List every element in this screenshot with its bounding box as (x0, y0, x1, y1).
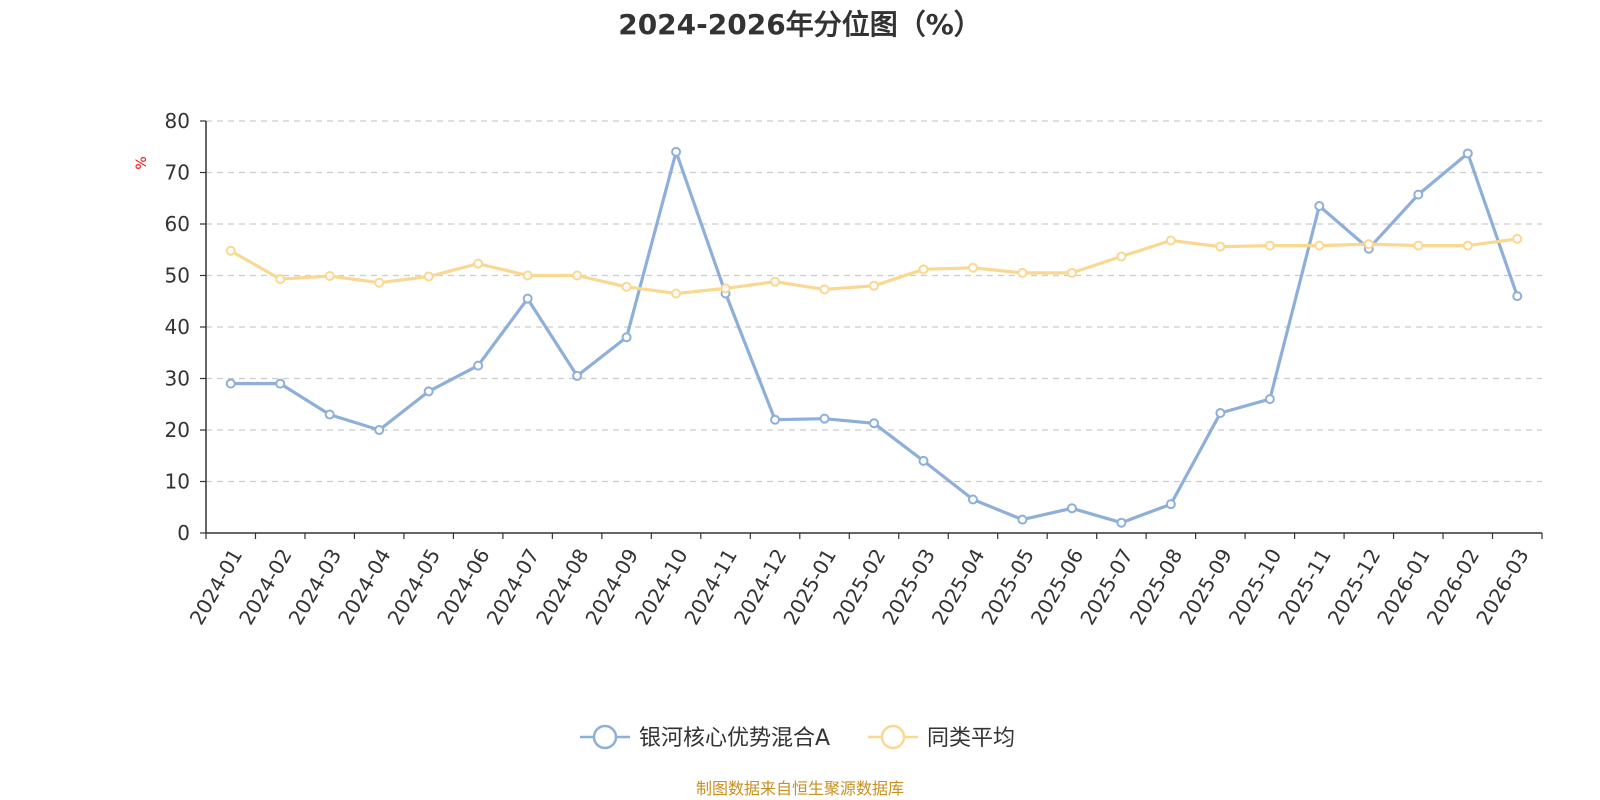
data-point[interactable] (1165, 499, 1176, 510)
data-point[interactable] (423, 386, 434, 397)
data-point[interactable] (374, 277, 385, 288)
data-point[interactable] (1413, 240, 1424, 251)
series-lines (225, 146, 1523, 528)
data-point[interactable] (967, 262, 978, 273)
data-point[interactable] (671, 288, 682, 299)
data-point[interactable] (819, 413, 830, 424)
series-line (230, 150, 1519, 525)
data-point[interactable] (621, 332, 632, 343)
y-tick-label: 20 (165, 418, 190, 442)
data-point[interactable] (324, 271, 335, 282)
data-point[interactable] (720, 283, 731, 294)
data-point[interactable] (1215, 408, 1226, 419)
data-point[interactable] (1017, 267, 1028, 278)
data-point[interactable] (1264, 240, 1275, 251)
legend[interactable]: 银河核心优势混合A 同类平均 (580, 724, 1015, 751)
data-point[interactable] (770, 414, 781, 425)
data-point[interactable] (1462, 148, 1473, 159)
chart-title: 2024-2026年分位图（%） (618, 8, 982, 41)
data-point[interactable] (1165, 235, 1176, 246)
data-point[interactable] (473, 258, 484, 269)
data-point[interactable] (1017, 514, 1028, 525)
axes: 010203040506070802024-012024-022024-0320… (165, 109, 1543, 629)
data-point[interactable] (1462, 240, 1473, 251)
data-point[interactable] (1066, 503, 1077, 514)
data-source-note: 制图数据来自恒生聚源数据库 (696, 779, 904, 798)
y-tick-label: 10 (165, 470, 190, 494)
data-point[interactable] (572, 370, 583, 381)
data-point[interactable] (918, 264, 929, 275)
y-tick-label: 30 (165, 367, 190, 391)
data-point[interactable] (1363, 239, 1374, 250)
data-point[interactable] (225, 378, 236, 389)
data-point[interactable] (1116, 251, 1127, 262)
series-1 (225, 146, 1523, 528)
data-point[interactable] (869, 280, 879, 291)
data-point[interactable] (967, 494, 978, 505)
data-point[interactable] (1264, 394, 1275, 405)
data-point[interactable] (1512, 233, 1523, 244)
data-point[interactable] (423, 271, 434, 282)
legend-item-1[interactable]: 银河核心优势混合A (580, 724, 830, 751)
data-point[interactable] (1314, 240, 1325, 251)
data-point[interactable] (1116, 517, 1127, 528)
data-point[interactable] (621, 281, 632, 292)
legend-item-2[interactable]: 同类平均 (868, 724, 1015, 751)
data-point[interactable] (374, 425, 385, 435)
data-point[interactable] (1413, 189, 1424, 200)
legend-marker-icon (880, 724, 906, 750)
data-point[interactable] (671, 146, 682, 157)
data-point[interactable] (275, 378, 286, 389)
data-point[interactable] (1066, 267, 1077, 278)
data-point[interactable] (918, 455, 929, 466)
data-point[interactable] (473, 360, 484, 371)
data-point[interactable] (770, 276, 781, 287)
y-tick-label: 40 (165, 315, 190, 339)
data-point[interactable] (225, 245, 236, 256)
data-point[interactable] (572, 270, 583, 281)
y-tick-label: 80 (165, 109, 190, 133)
data-point[interactable] (869, 418, 879, 429)
legend-label: 同类平均 (927, 726, 1015, 751)
y-tick-label: 0 (177, 521, 190, 545)
legend-label: 银河核心优势混合A (639, 726, 830, 751)
data-point[interactable] (1512, 291, 1523, 302)
legend-marker-icon (592, 724, 618, 750)
data-point[interactable] (324, 409, 335, 420)
series-2 (225, 233, 1523, 299)
y-tick-label: 60 (165, 212, 190, 236)
data-point[interactable] (275, 274, 286, 285)
data-point[interactable] (1215, 241, 1226, 252)
data-point[interactable] (1314, 200, 1325, 211)
data-point[interactable] (522, 293, 533, 304)
data-point[interactable] (819, 284, 830, 295)
y-tick-label: 50 (165, 264, 190, 288)
y-tick-label: 70 (165, 161, 190, 185)
y-axis-unit: % (134, 156, 150, 169)
grid-lines (206, 120, 1542, 483)
data-point[interactable] (522, 270, 533, 281)
